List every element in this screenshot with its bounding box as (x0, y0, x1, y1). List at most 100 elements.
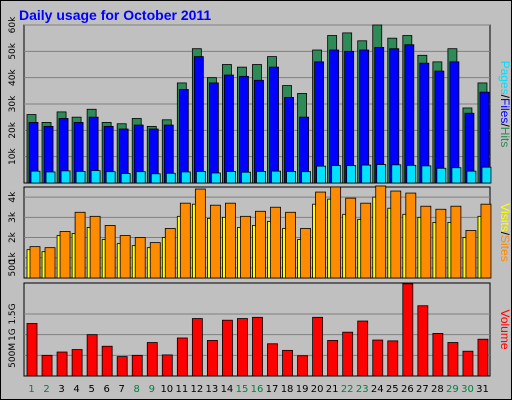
bar-pages (90, 170, 101, 184)
bar-pages (30, 170, 41, 184)
bar-volume (387, 340, 399, 377)
bar-volume (41, 354, 53, 377)
bar-pages (226, 171, 236, 184)
bar-volume (372, 339, 384, 377)
legend-label: Pages/Files/Hits (498, 61, 511, 148)
bar-pages (241, 171, 251, 184)
bar-files (434, 70, 445, 184)
y-tick-label: 1G (8, 328, 18, 341)
bar-pages (120, 173, 131, 184)
bar-pages (75, 171, 86, 184)
y-tick-label: 50k (8, 42, 18, 59)
bar-pages (60, 170, 71, 184)
bar-sites (29, 246, 41, 279)
x-tick-label: 23 (356, 384, 369, 395)
bar-pages (316, 165, 327, 184)
bar-volume (71, 349, 83, 377)
legend-label: Visits/Sites (498, 203, 511, 261)
y-tick-label: 500M (8, 343, 18, 368)
bar-files (193, 56, 204, 184)
bar-pages (105, 171, 116, 184)
bar-files (224, 74, 234, 184)
x-tick-label: 31 (476, 384, 489, 395)
bar-sites (465, 230, 477, 279)
x-tick-label: 28 (431, 384, 444, 395)
bar-files (329, 49, 340, 184)
bar-files (419, 62, 430, 184)
bar-files (449, 61, 460, 184)
bar-pages (466, 170, 477, 184)
legend-entry: Files (498, 98, 511, 123)
bar-sites (435, 208, 447, 279)
bar-sites (330, 186, 342, 279)
bar-files (389, 48, 400, 184)
bar-volume (252, 316, 263, 377)
bar-files (239, 75, 249, 184)
y-tick-label: 500 (8, 259, 18, 276)
bar-volume (417, 305, 429, 377)
bar-sites (375, 185, 387, 279)
bar-sites (225, 202, 236, 279)
bar-volume (161, 354, 173, 377)
bar-volume (56, 351, 68, 377)
bar-volume (447, 342, 459, 377)
x-tick-label: 22 (341, 384, 354, 395)
bar-pages (331, 165, 342, 184)
bar-sites (390, 190, 402, 279)
bar-volume (237, 318, 248, 377)
legend-entry: / (498, 95, 511, 99)
bar-pages (481, 166, 492, 184)
bar-volume (101, 345, 113, 377)
legend-entry: Sites (498, 235, 511, 262)
bar-volume (432, 333, 444, 377)
bar-sites (59, 231, 71, 279)
y-tick-label: 10k (8, 148, 18, 165)
bar-pages (346, 165, 357, 184)
bar-pages (361, 164, 372, 184)
y-tick-label: 40k (8, 69, 18, 86)
x-tick-label: 24 (371, 384, 384, 395)
legend-entry: Pages (498, 61, 511, 95)
x-tick-label: 17 (266, 384, 279, 395)
bar-sites (345, 197, 357, 279)
bar-sites (480, 203, 492, 279)
x-tick-label: 27 (416, 384, 429, 395)
bar-volume (402, 283, 414, 377)
bar-pages (421, 165, 432, 184)
bar-sites (420, 205, 432, 279)
bar-files (269, 66, 279, 184)
bar-sites (104, 225, 116, 279)
x-tick-label: 19 (296, 384, 309, 395)
bar-sites (119, 235, 131, 279)
x-tick-label: 3 (58, 384, 64, 395)
y-tick-label: 1k (8, 252, 18, 264)
x-tick-label: 2 (43, 384, 49, 395)
bar-pages (271, 170, 281, 184)
bar-pages (256, 171, 266, 184)
bar-sites (194, 188, 206, 279)
x-tick-label: 14 (221, 384, 234, 395)
bar-volume (191, 318, 203, 377)
x-tick-label: 9 (149, 384, 155, 395)
y-tick-label: 20k (8, 121, 18, 138)
x-tick-label: 6 (103, 384, 109, 395)
bar-volume (327, 340, 339, 377)
bar-volume (312, 316, 324, 377)
y-tick-label: 30k (8, 95, 18, 112)
bar-sites (74, 211, 86, 279)
x-tick-label: 12 (191, 384, 204, 395)
bar-files (178, 89, 189, 184)
bar-volume (267, 343, 278, 377)
bar-sites (300, 228, 311, 279)
bar-pages (451, 167, 462, 184)
bar-volume (206, 340, 218, 377)
bar-files (404, 44, 415, 184)
bar-volume (282, 349, 293, 377)
bar-volume (26, 323, 38, 377)
x-tick-label: 7 (119, 384, 125, 395)
x-tick-label: 13 (206, 384, 219, 395)
bar-volume (297, 355, 308, 377)
legend-entry: Visits (498, 203, 511, 231)
